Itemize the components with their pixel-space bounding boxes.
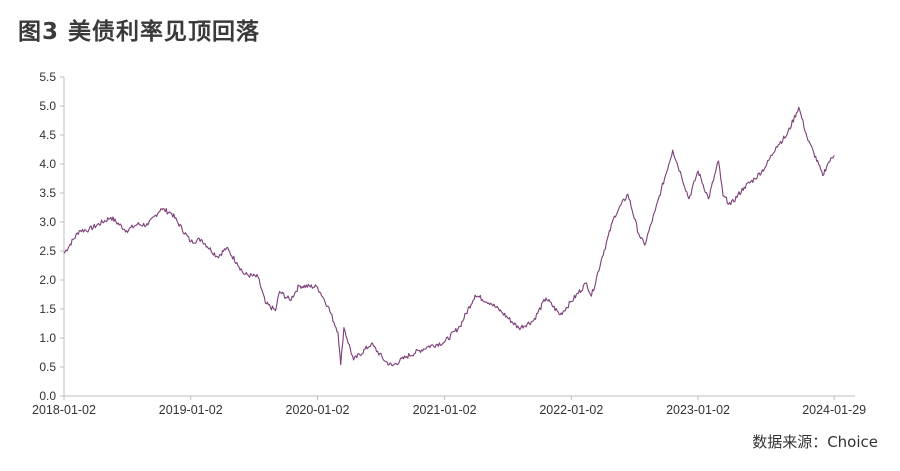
- y-tick-label: 3.5: [39, 186, 56, 200]
- y-tick-label: 1.0: [39, 331, 56, 345]
- x-tick-label: 2021-01-02: [413, 403, 477, 417]
- y-tick-label: 4.0: [39, 157, 56, 171]
- y-tick-label: 2.0: [39, 273, 56, 287]
- figure-title: 图3 美债利率见顶回落: [18, 19, 261, 45]
- y-tick-label: 3.0: [39, 215, 56, 229]
- y-tick-label: 2.5: [39, 244, 56, 258]
- y-tick-label: 4.5: [39, 128, 56, 142]
- y-tick-label: 0.5: [39, 360, 56, 374]
- y-tick-label: 5.5: [39, 70, 56, 84]
- x-tick-label: 2019-01-02: [159, 403, 223, 417]
- x-tick-label: 2022-01-02: [539, 403, 603, 417]
- x-tick-label: 2018-01-02: [32, 403, 96, 417]
- y-tick-label: 0.0: [39, 389, 56, 403]
- data-source-note: 数据来源：Choice: [752, 433, 878, 451]
- yield-series-line: [63, 106, 835, 367]
- y-tick-label: 1.5: [39, 302, 56, 316]
- y-tick-label: 5.0: [39, 99, 56, 113]
- x-tick-label: 2020-01-02: [286, 403, 350, 417]
- x-tick-label: 2023-01-02: [666, 403, 730, 417]
- x-tick-label: 2024-01-29: [802, 403, 866, 417]
